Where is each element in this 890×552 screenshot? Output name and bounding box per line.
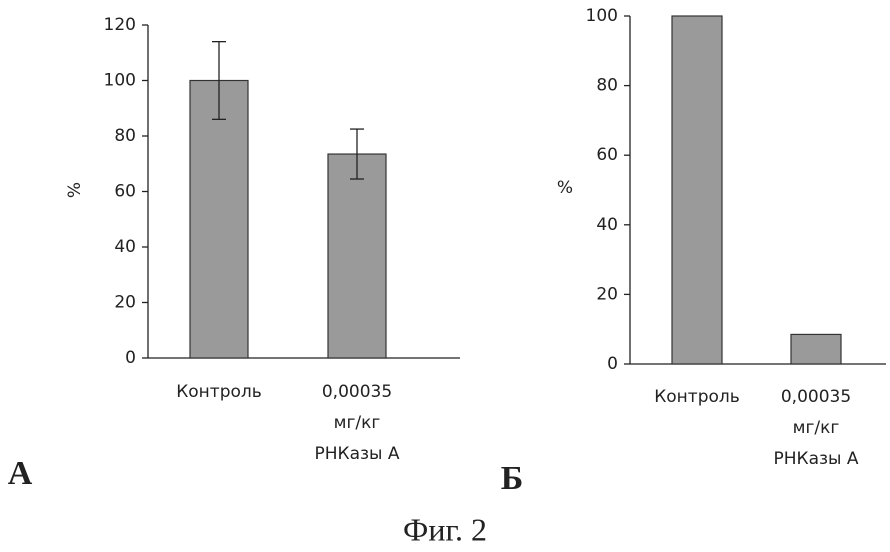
y-tick-label: 80 <box>596 76 618 96</box>
panel-label: Б <box>501 460 523 497</box>
caption: Фиг. 2 <box>403 511 487 547</box>
x-tick-label: мг/кг <box>793 418 840 438</box>
figure: Фиг. 2 0 20 40 60 80 100 120% А Контроль 0,00035 м… <box>0 0 890 552</box>
bar <box>190 81 248 359</box>
y-axis-label: % <box>65 182 85 198</box>
x-tick-label: 0,00035 <box>322 382 392 402</box>
bar <box>791 334 841 364</box>
bar <box>672 16 722 364</box>
y-tick-label: 20 <box>596 284 618 304</box>
y-tick-label: 60 <box>596 145 618 165</box>
y-tick-label: 40 <box>114 237 136 257</box>
x-tick-label: РНКазы А <box>314 444 399 464</box>
x-tick-label: 0,00035 <box>781 387 851 407</box>
y-tick-label: 100 <box>586 6 618 26</box>
bar <box>328 154 386 358</box>
x-tick-label: Контроль <box>654 387 740 407</box>
x-tick-label: мг/кг <box>334 413 381 433</box>
panel-label: А <box>8 455 33 492</box>
y-tick-label: 20 <box>114 293 136 313</box>
y-tick-label: 0 <box>607 354 618 374</box>
x-tick-label: Контроль <box>176 382 262 402</box>
y-tick-label: 100 <box>104 71 136 91</box>
x-tick-label: РНКазы А <box>773 449 858 469</box>
y-tick-label: 60 <box>114 182 136 202</box>
y-tick-label: 0 <box>125 348 136 368</box>
y-axis-label: % <box>557 178 573 198</box>
y-tick-label: 40 <box>596 215 618 235</box>
y-tick-label: 80 <box>114 126 136 146</box>
y-tick-label: 120 <box>104 15 136 35</box>
